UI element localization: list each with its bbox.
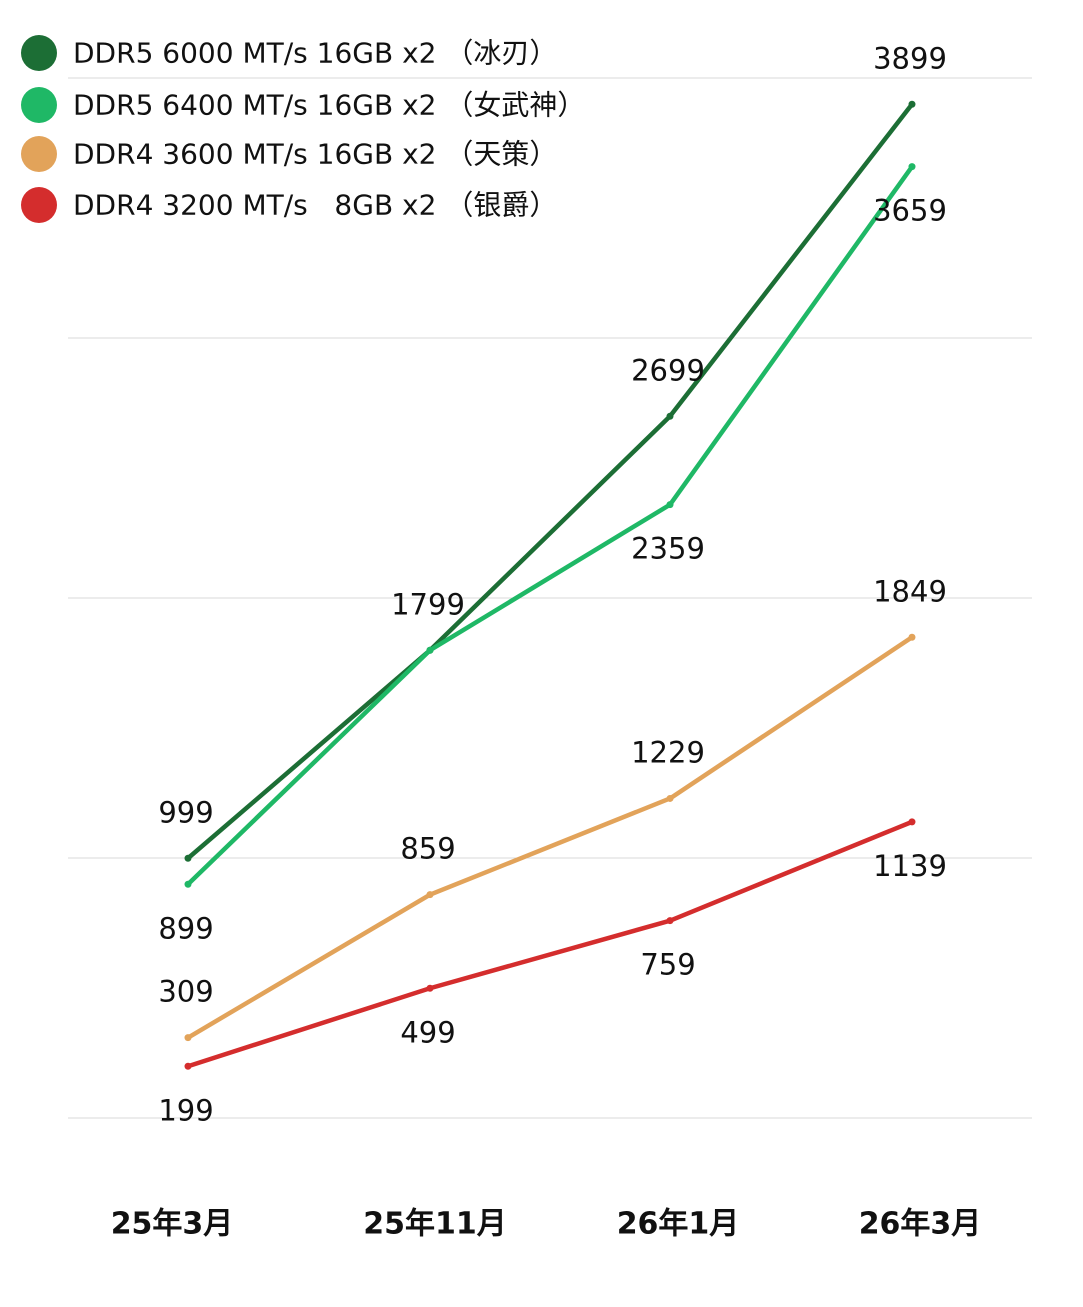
data-point [908, 163, 916, 171]
gridlines [68, 77, 1032, 1119]
data-label: 1229 [631, 735, 705, 769]
data-label: 3899 [873, 41, 947, 75]
legend-item: DDR5 6400 MT/s 16GB x2 （女武神） [21, 87, 585, 123]
data-label: 3659 [873, 194, 947, 228]
legend-item: DDR5 6000 MT/s 16GB x2 （冰刃） [21, 35, 557, 71]
data-label: 499 [400, 1015, 455, 1049]
data-point [426, 891, 434, 899]
data-point [908, 818, 916, 826]
data-label: 309 [158, 975, 213, 1009]
data-label: 899 [158, 911, 213, 945]
series-lines [184, 100, 916, 1070]
x-tick-label: 25年11月 [363, 1207, 507, 1242]
series-line [185, 635, 915, 1040]
data-label: 1139 [873, 849, 947, 883]
legend-item: DDR4 3200 MT/s 8GB x2 （银爵） [21, 187, 557, 223]
data-point [908, 633, 916, 641]
x-axis: 25年3月 25年11月 26年1月 26年3月 [111, 1207, 982, 1242]
data-point [666, 917, 674, 925]
data-labels: 999 1799 2699 3899 899 2359 3659 309 859 1229 1849… [158, 41, 947, 1127]
data-label: 859 [400, 832, 455, 866]
data-label: 2359 [631, 532, 705, 566]
data-label: 1849 [873, 574, 947, 608]
data-point [184, 854, 192, 862]
data-point [184, 880, 192, 888]
series-line [185, 819, 915, 1069]
x-tick-label: 26年1月 [617, 1207, 740, 1242]
legend-label: DDR4 3600 MT/s 16GB x2 （天策） [73, 138, 557, 171]
data-point [184, 1062, 192, 1070]
data-point [184, 1034, 192, 1042]
data-point [666, 412, 674, 420]
data-label: 1799 [391, 587, 465, 621]
data-point [666, 501, 674, 509]
data-point [908, 100, 916, 108]
legend: DDR5 6000 MT/s 16GB x2 （冰刃） DDR5 6400 MT/… [21, 35, 585, 223]
legend-swatch [21, 35, 57, 71]
series-line [185, 102, 915, 861]
legend-item: DDR4 3600 MT/s 16GB x2 （天策） [21, 136, 557, 172]
data-point [666, 794, 674, 802]
data-label: 999 [158, 795, 213, 829]
data-label: 759 [640, 948, 695, 982]
legend-swatch [21, 187, 57, 223]
x-tick-label: 25年3月 [111, 1207, 234, 1242]
series-line [185, 164, 915, 887]
legend-label: DDR5 6000 MT/s 16GB x2 （冰刃） [73, 37, 557, 70]
legend-swatch [21, 136, 57, 172]
data-label: 2699 [631, 353, 705, 387]
legend-swatch [21, 87, 57, 123]
data-point [426, 646, 434, 654]
data-point [426, 984, 434, 992]
legend-label: DDR5 6400 MT/s 16GB x2 （女武神） [73, 89, 585, 122]
data-label: 199 [158, 1093, 213, 1127]
legend-label: DDR4 3200 MT/s 8GB x2 （银爵） [73, 189, 557, 222]
x-tick-label: 26年3月 [859, 1207, 982, 1242]
